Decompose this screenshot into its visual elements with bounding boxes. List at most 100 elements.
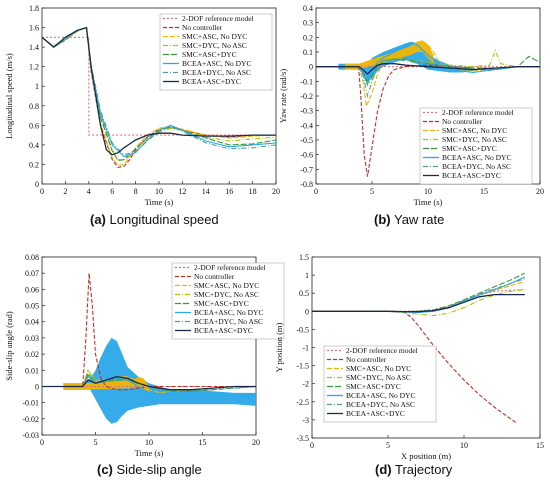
caption-c-letter: (c) <box>97 462 113 477</box>
y-tick-label: 0.5 <box>299 289 309 298</box>
x-tick-label: 5 <box>94 438 98 447</box>
legend-box <box>171 262 285 340</box>
y-tick-label: -3 <box>302 416 309 425</box>
x-tick-label: 10 <box>155 187 163 196</box>
caption-d-letter: (d) <box>375 462 392 477</box>
y-tick-label: -0.03 <box>22 431 39 440</box>
x-axis-label: Time (s) <box>414 197 443 207</box>
y-tick-label: 0.8 <box>29 102 39 111</box>
y-tick-label: 0 <box>309 63 313 72</box>
y-tick-label: 0.07 <box>25 269 39 278</box>
oscillation-band <box>63 337 256 424</box>
y-tick-label: 1.8 <box>29 4 39 13</box>
y-tick-label: -0.6 <box>300 151 313 160</box>
series-line <box>316 41 540 109</box>
x-tick-label: 2 <box>63 187 67 196</box>
y-axis-label: Yaw rate (rad/s) <box>278 69 288 124</box>
legend-box <box>159 13 273 91</box>
x-tick-label: 0 <box>310 441 314 450</box>
x-tick-label: 0 <box>314 187 318 196</box>
x-tick-label: 20 <box>272 187 280 196</box>
x-axis-label: X position (m) <box>401 451 451 461</box>
caption-c: (c) Side-slip angle <box>97 462 202 477</box>
series-line <box>312 278 525 313</box>
y-tick-label: 1 <box>35 82 39 91</box>
x-tick-label: 20 <box>252 438 260 447</box>
y-tick-label: 0.05 <box>25 302 39 311</box>
y-tick-label: 0.1 <box>303 48 313 57</box>
legend-label: SMC+DYC, No ASC <box>442 135 507 144</box>
y-axis-label: Longitudinal speed (m/s) <box>4 53 14 139</box>
x-axis-label: Time (s) <box>145 197 174 207</box>
y-tick-label: -0.4 <box>300 121 313 130</box>
x-axis-label: Time (s) <box>135 448 164 458</box>
y-tick-label: 1.2 <box>29 63 39 72</box>
caption-b-letter: (b) <box>374 212 391 227</box>
legend-label: BCEA+ASC+DYC <box>346 409 405 418</box>
chart-c: 0 5 10 15 20 -0.03 -0.02 -0.01 0 0.01 0.02 0.03 0.04… <box>4 253 285 458</box>
chart-a: 0 2 4 6 8 10 12 14 16 18 20 0 0.2 0.4 0.6 0.8 1 1.2 1.4 1.6… <box>4 4 280 207</box>
series-line <box>42 375 256 397</box>
x-tick-label: 5 <box>386 441 390 450</box>
x-tick-label: 14 <box>202 187 210 196</box>
legend-label: BCEA+ASC+DYC <box>182 77 241 86</box>
series-line <box>42 376 256 391</box>
series-line <box>312 289 525 317</box>
y-tick-label: 0 <box>305 307 309 316</box>
y-tick-label: -0.1 <box>300 77 313 86</box>
legend-label: BCEA+ASC, No DYC <box>194 308 263 317</box>
x-tick-label: 10 <box>145 438 153 447</box>
x-tick-label: 20 <box>536 187 544 196</box>
series-line <box>316 42 540 86</box>
y-tick-label: 0.03 <box>25 334 39 343</box>
y-tick-label: 0 <box>35 382 39 391</box>
x-tick-label: 15 <box>536 441 544 450</box>
legend-label: BCEA+ASC+DYC <box>194 326 253 335</box>
legend-label: SMC+DYC, No ASC <box>194 290 259 299</box>
legend-box <box>323 345 437 423</box>
y-tick-label: 0.2 <box>303 33 313 42</box>
y-tick-label: 0.01 <box>25 366 39 375</box>
y-tick-label: -0.8 <box>300 180 313 189</box>
y-tick-label: -1 <box>302 344 309 353</box>
y-tick-label: -3.5 <box>296 434 309 443</box>
x-tick-label: 10 <box>460 441 468 450</box>
y-tick-label: -0.02 <box>22 415 39 424</box>
series-line <box>312 293 525 313</box>
legend-label: BCEA+ASC, No DYC <box>346 391 415 400</box>
caption-a: (a) Longitudinal speed <box>90 212 219 227</box>
y-tick-label: -1.5 <box>296 362 309 371</box>
y-tick-label: 0.04 <box>25 318 39 327</box>
caption-a-text: Longitudinal speed <box>109 212 219 227</box>
x-tick-label: 5 <box>370 187 374 196</box>
y-tick-label: -0.5 <box>300 136 313 145</box>
legend-label: SMC+ASC, No DYC <box>442 126 507 135</box>
y-tick-label: 0.02 <box>25 350 39 359</box>
legend-label: SMC+ASC, No DYC <box>194 281 259 290</box>
y-tick-label: 1.6 <box>29 24 39 33</box>
legend-label: SMC+DYC, No ASC <box>346 373 411 382</box>
chart-b: 0 5 10 15 20 -0.8 -0.7 -0.6 -0.5 -0.4 -0.3 -0.2 -0.1… <box>278 4 544 207</box>
legend-label: 2-DOF reference model <box>182 14 254 23</box>
y-tick-label: -2.5 <box>296 398 309 407</box>
series-line <box>42 26 276 156</box>
y-tick-label: 0.06 <box>25 285 39 294</box>
legend-label: No controller <box>442 117 483 126</box>
y-tick-label: -0.01 <box>22 399 39 408</box>
y-tick-label: 0.6 <box>29 121 39 130</box>
oscillation-band <box>63 376 149 393</box>
legend-label: No controller <box>182 23 223 32</box>
legend-label: BCEA+ASC, No DYC <box>182 59 251 68</box>
x-tick-label: 4 <box>87 187 91 196</box>
y-tick-label: 0.4 <box>29 141 39 150</box>
y-tick-label: 1.4 <box>29 43 39 52</box>
y-tick-label: -0.3 <box>300 107 313 116</box>
y-tick-label: 0.2 <box>29 160 39 169</box>
series-line <box>42 26 276 162</box>
y-tick-label: 1 <box>305 271 309 280</box>
x-tick-label: 0 <box>40 187 44 196</box>
legend-label: BCEA+DYC, No ASC <box>194 317 263 326</box>
